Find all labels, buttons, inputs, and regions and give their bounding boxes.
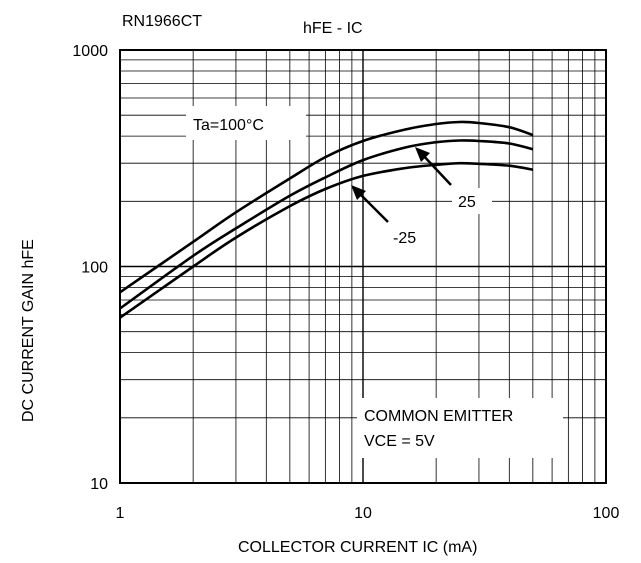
label-ta100: Ta=100°C [186,106,306,140]
x-axis-label: COLLECTOR CURRENT IC (mA) [238,539,477,556]
arrow-m25-head [351,185,366,200]
y-tick-label: 10 [90,476,108,493]
label-m25-text: -25 [393,230,416,247]
part-number: RN1966CT [122,13,202,30]
arrow-25-head [415,147,430,162]
x-tick-label: 100 [593,505,620,522]
plot-frame [119,49,607,484]
condition-box: COMMON EMITTER VCE = 5V [357,398,563,458]
condition-line2: VCE = 5V [364,433,435,450]
y-tick-label: 100 [81,260,108,277]
label-m25: -25 [351,185,432,250]
chart-title: hFE - IC [303,20,363,37]
series-line-3 [119,161,534,319]
series-line-2 [119,139,534,310]
data-series [119,120,534,319]
y-axis-label: DC CURRENT GAIN hFE [20,239,37,422]
x-tick-label: 1 [116,505,125,522]
label-25: 25 [415,147,492,214]
series-line-1 [119,120,534,294]
label-25-text: 25 [458,194,476,211]
condition-line1: COMMON EMITTER [364,408,513,425]
tick-labels: 1 10 100 10 100 1000 [72,43,619,522]
x-tick-label: 10 [354,505,372,522]
y-tick-label: 1000 [72,43,108,60]
label-ta100-text: Ta=100°C [193,117,264,134]
